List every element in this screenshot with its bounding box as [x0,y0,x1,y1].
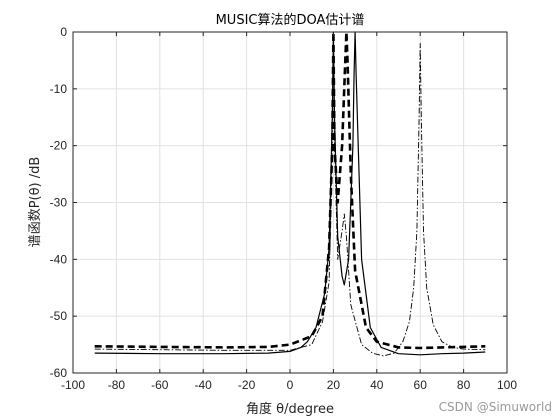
x-tick-label: 40 [370,378,384,392]
y-tick-label: 0 [60,25,67,39]
y-tick-label: -10 [50,82,68,96]
x-tick-label: 20 [327,378,341,392]
series-group [94,30,486,357]
x-tick-label: 80 [457,378,471,392]
y-tick-label: -20 [50,139,68,153]
tick-group: -100 -80 -60 -40 -20 0 20 40 60 80 100 0 -10 -20 -30 -4… [50,25,518,392]
x-axis-label: 角度 θ/degree [246,401,334,417]
series-line-3 [94,31,486,357]
x-tick-label: -20 [238,378,256,392]
watermark: CSDN @Simuworld [438,400,552,414]
x-tick-label: -80 [108,378,126,392]
x-tick-label: 100 [497,378,517,392]
y-tick-label: -60 [50,366,68,380]
x-tick-label: -60 [151,378,169,392]
y-tick-label: -50 [50,309,68,323]
x-tick-label: -100 [61,378,85,392]
series-line-2 [94,31,486,356]
x-tick-label: -40 [195,378,213,392]
y-tick-label: -40 [50,252,68,266]
x-tick-label: 0 [287,378,294,392]
y-tick-label: -30 [50,196,68,210]
chart-title: MUSIC算法的DOA估计谱 [216,12,365,28]
x-tick-label: 60 [414,378,428,392]
y-axis-label: 谱函数P(θ) /dB [28,157,43,248]
